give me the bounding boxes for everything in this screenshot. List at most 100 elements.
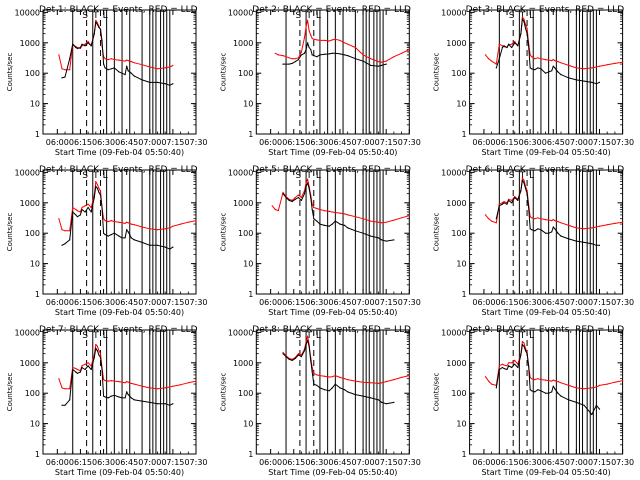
data-point-events	[344, 54, 346, 56]
data-point-lld	[614, 222, 616, 224]
data-point-events	[300, 199, 302, 201]
data-point-lld	[307, 335, 309, 337]
data-point-events	[99, 194, 102, 196]
data-point-events	[103, 232, 105, 234]
data-point-lld	[307, 19, 309, 21]
data-point-lld	[521, 16, 523, 18]
data-point-events	[169, 404, 171, 406]
data-point-lld	[127, 60, 129, 62]
marker-letter: S	[296, 11, 302, 21]
data-point-lld	[316, 39, 318, 41]
marker-letter: L	[316, 331, 321, 341]
data-point-events	[534, 69, 536, 71]
y-axis-label: Counts/sec	[433, 213, 441, 252]
marker-letter: S	[509, 331, 515, 341]
data-point-lld	[130, 61, 132, 63]
data-point-events	[288, 358, 290, 360]
data-point-lld	[195, 380, 197, 382]
data-point-lld	[555, 220, 557, 222]
data-point-lld	[622, 221, 624, 223]
x-tick-label: 07:30	[398, 298, 421, 307]
y-tick-label: 10000	[228, 328, 253, 337]
data-point-lld	[511, 43, 513, 45]
x-tick-label: 07:00	[138, 298, 161, 307]
x-tick-label: 07:30	[398, 138, 421, 147]
data-point-lld	[180, 223, 182, 225]
data-point-events	[141, 241, 143, 243]
data-point-events	[595, 83, 597, 85]
y-tick-label: 1	[462, 450, 467, 459]
x-tick-label: 06:15	[69, 298, 92, 307]
y-axis-label: Counts/sec	[219, 53, 227, 92]
data-point-events	[385, 63, 387, 65]
data-point-events	[529, 67, 531, 69]
data-point-lld	[498, 365, 500, 367]
x-tick-label: 07:15	[161, 458, 184, 467]
series-line-events	[495, 179, 600, 246]
data-point-lld	[113, 59, 115, 61]
data-point-lld	[300, 51, 302, 53]
data-point-events	[303, 52, 306, 54]
data-point-events	[506, 46, 508, 49]
y-tick-label: 10000	[441, 8, 466, 17]
data-point-lld	[294, 196, 296, 199]
data-point-events	[110, 234, 112, 236]
data-point-lld	[103, 379, 105, 381]
series-line-lld	[282, 335, 410, 384]
marker-letter: S	[82, 11, 88, 21]
y-tick-label: 10000	[441, 328, 466, 337]
data-point-lld	[354, 380, 356, 382]
data-point-events	[526, 193, 528, 195]
marker-letter: L	[316, 171, 321, 181]
data-point-events	[164, 246, 166, 248]
data-point-events	[583, 241, 585, 243]
data-point-lld	[95, 19, 97, 21]
data-point-lld	[303, 36, 306, 39]
data-point-events	[537, 389, 539, 391]
chart-title: Det 7: BLACK = Events, RED = LLD	[39, 325, 198, 335]
data-point-lld	[324, 210, 326, 212]
data-point-lld	[526, 27, 528, 29]
data-point-lld	[164, 67, 166, 69]
data-point-lld	[495, 222, 497, 224]
series-line-lld	[58, 344, 197, 390]
data-point-lld	[385, 381, 387, 383]
y-tick-label: 100	[451, 229, 466, 238]
data-point-lld	[622, 380, 624, 382]
data-point-events	[551, 231, 553, 233]
data-point-events	[517, 366, 519, 369]
y-tick-label: 10000	[15, 168, 40, 177]
data-point-events	[107, 69, 109, 71]
data-point-events	[545, 232, 547, 234]
data-point-lld	[169, 386, 171, 388]
y-tick-label: 1	[35, 290, 40, 299]
data-point-events	[308, 46, 310, 49]
y-tick-label: 1	[248, 450, 253, 459]
data-point-lld	[61, 68, 63, 70]
data-point-events	[552, 226, 554, 228]
data-point-lld	[129, 222, 131, 224]
data-point-events	[370, 235, 372, 237]
data-point-events	[344, 224, 346, 226]
data-point-lld	[591, 387, 593, 389]
data-point-lld	[121, 222, 123, 224]
marker-letter: T	[92, 171, 99, 181]
data-point-events	[526, 353, 528, 355]
y-axis-label: Counts/sec	[433, 373, 441, 412]
marker-letter: S	[509, 171, 515, 181]
data-point-lld	[118, 221, 120, 223]
data-point-lld	[84, 363, 86, 365]
data-point-lld	[300, 196, 302, 199]
data-point-lld	[328, 210, 330, 212]
data-point-lld	[540, 379, 542, 381]
data-point-events	[76, 47, 78, 50]
data-point-lld	[622, 61, 624, 63]
data-point-events	[583, 80, 585, 82]
x-tick-label: 07:30	[398, 458, 421, 467]
y-tick-label: 10	[30, 100, 40, 109]
data-point-lld	[76, 368, 78, 371]
data-point-events	[129, 234, 131, 236]
data-point-events	[514, 196, 516, 199]
data-point-events	[548, 71, 550, 73]
data-point-events	[313, 55, 315, 57]
